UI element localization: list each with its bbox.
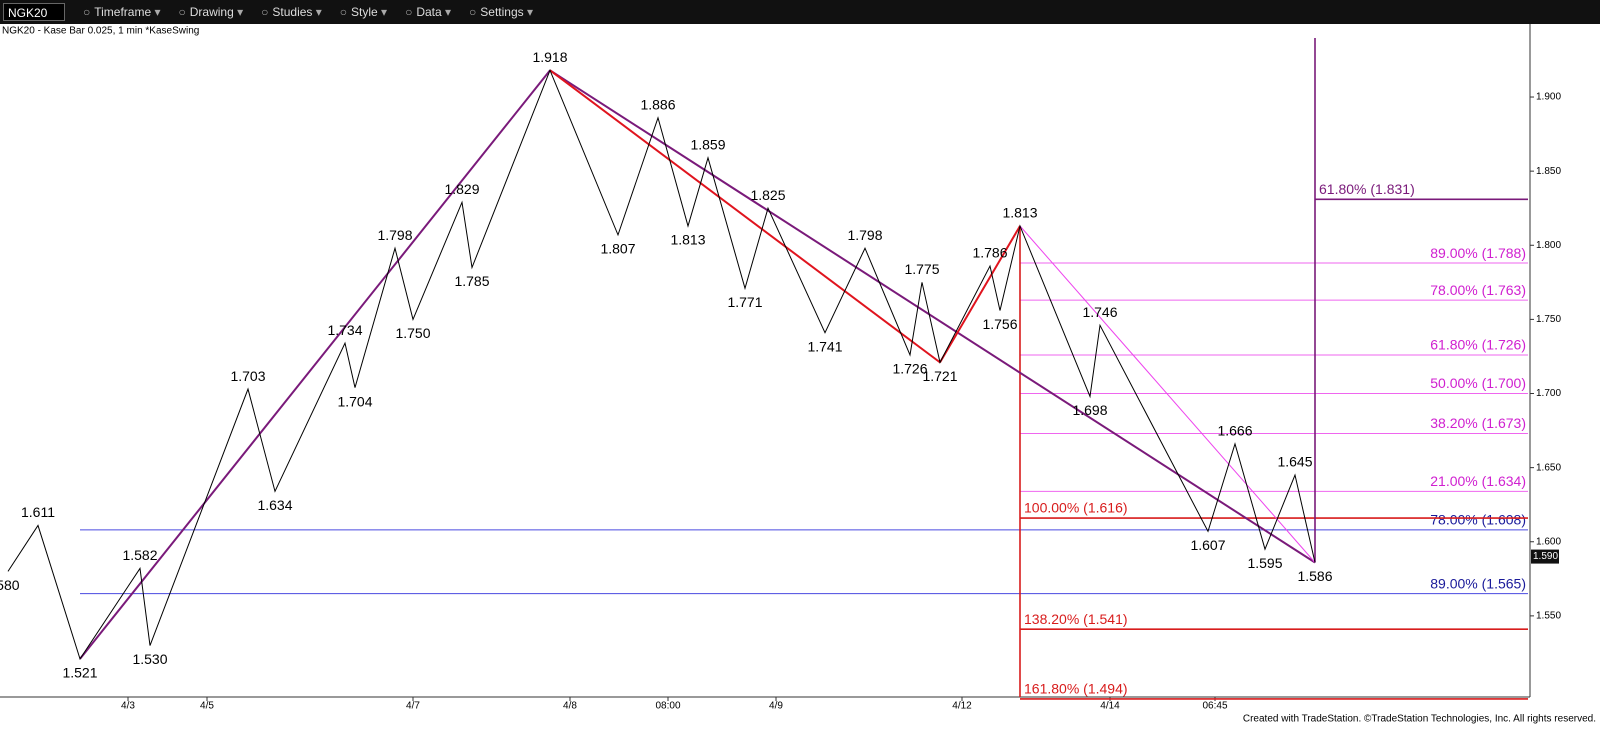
fib-label: 89.00% (1.788) xyxy=(1430,245,1526,261)
x-tick-label: 4/7 xyxy=(406,701,420,712)
y-tick-label: 1.800 xyxy=(1536,240,1561,251)
swing-label: 1.798 xyxy=(847,227,882,243)
swing-label: 1.704 xyxy=(337,393,372,409)
fib-label: 78.00% (1.608) xyxy=(1430,512,1526,528)
swing-label: 1.582 xyxy=(122,547,157,563)
swing-label: 1.798 xyxy=(377,227,412,243)
y-tick-label: 1.850 xyxy=(1536,166,1561,177)
trend-line xyxy=(939,225,1021,363)
toolbar-button[interactable]: Data xyxy=(405,5,451,19)
fib-label: 78.00% (1.763) xyxy=(1430,282,1526,298)
fib-label: 89.00% (1.565) xyxy=(1430,575,1526,591)
toolbar: NGK20 Timeframe Drawing Studies Style Data Se… xyxy=(0,0,1600,24)
fib-label: 100.00% (1.616) xyxy=(1024,500,1128,516)
last-price-label: 1.590 xyxy=(1533,551,1558,562)
x-tick-label: 4/9 xyxy=(769,701,783,712)
swing-label: 1.634 xyxy=(257,497,292,513)
swing-label: 1.726 xyxy=(892,361,927,377)
toolbar-button[interactable]: Studies xyxy=(261,5,322,19)
toolbar-button[interactable]: Timeframe xyxy=(83,5,161,19)
x-tick-label: 06:45 xyxy=(1202,701,1227,712)
last-price-box xyxy=(1531,549,1559,564)
trend-line xyxy=(1019,225,1316,563)
swing-label: 1.721 xyxy=(922,368,957,384)
swing-label: 1.746 xyxy=(1082,304,1117,320)
swing-label: 1.586 xyxy=(1297,568,1332,584)
swing-label: 1.607 xyxy=(1190,537,1225,553)
fib-label: 61.80% (1.831) xyxy=(1319,181,1415,197)
swing-label: 1.703 xyxy=(230,368,265,384)
fib-label: 21.00% (1.634) xyxy=(1430,473,1526,489)
swing-label: 1.829 xyxy=(444,181,479,197)
x-tick-label: 4/8 xyxy=(563,701,577,712)
swing-label: 1.786 xyxy=(972,245,1007,261)
y-tick-label: 1.900 xyxy=(1536,92,1561,103)
swing-label: 1.775 xyxy=(904,261,939,277)
y-tick-label: 1.550 xyxy=(1536,611,1561,622)
swing-label: 1.530 xyxy=(132,651,167,667)
swing-label: 1.825 xyxy=(750,187,785,203)
x-tick-label: 4/14 xyxy=(1100,701,1120,712)
swing-label: 1.771 xyxy=(727,294,762,310)
price-axis xyxy=(1530,24,1600,714)
swing-label: 1.756 xyxy=(982,316,1017,332)
trend-line xyxy=(79,69,551,660)
swing-label: 1.521 xyxy=(62,665,97,681)
y-tick-label: 1.650 xyxy=(1536,462,1561,473)
swing-label: 1.595 xyxy=(1247,555,1282,571)
trend-line xyxy=(549,69,1316,564)
swing-label: 1.734 xyxy=(327,322,362,338)
x-tick-label: 4/3 xyxy=(121,701,135,712)
trend-line xyxy=(549,69,941,364)
toolbar-button[interactable]: Style xyxy=(340,5,387,19)
x-tick-label: 08:00 xyxy=(655,701,680,712)
swing-label: 1.750 xyxy=(395,325,430,341)
x-tick-label: 4/12 xyxy=(952,701,972,712)
swing-label: 1.918 xyxy=(532,49,567,65)
swing-label: 1.580 xyxy=(0,577,20,593)
y-tick-label: 1.600 xyxy=(1536,536,1561,547)
x-tick-label: 4/5 xyxy=(200,701,214,712)
swing-label: 1.666 xyxy=(1217,423,1252,439)
toolbar-button[interactable]: Settings xyxy=(469,5,533,19)
swing-label: 1.807 xyxy=(600,241,635,257)
toolbar-button[interactable]: Drawing xyxy=(179,5,244,19)
swing-label: 1.645 xyxy=(1277,454,1312,470)
swing-label: 1.813 xyxy=(1002,205,1037,221)
swing-label: 1.785 xyxy=(454,273,489,289)
fib-label: 38.20% (1.673) xyxy=(1430,415,1526,431)
swing-label: 1.741 xyxy=(807,338,842,354)
y-tick-label: 1.700 xyxy=(1536,388,1561,399)
fib-label: 50.00% (1.700) xyxy=(1430,375,1526,391)
swing-label: 1.813 xyxy=(670,232,705,248)
fib-label: 138.20% (1.541) xyxy=(1024,611,1128,627)
swing-label: 1.886 xyxy=(640,96,675,112)
fib-label: 61.80% (1.726) xyxy=(1430,337,1526,353)
fib-label: 161.80% (1.494) xyxy=(1024,681,1128,697)
symbol-box[interactable]: NGK20 xyxy=(3,3,65,21)
swing-label: 1.698 xyxy=(1072,402,1107,418)
swing-label: 1.859 xyxy=(690,137,725,153)
swing-line xyxy=(7,69,1316,661)
header: NGK20 - Kase Bar 0.025, 1 min *KaseSwing xyxy=(2,26,199,37)
footer: Created with TradeStation. ©TradeStation… xyxy=(1243,714,1596,725)
y-tick-label: 1.750 xyxy=(1536,314,1561,325)
swing-label: 1.611 xyxy=(21,504,55,520)
